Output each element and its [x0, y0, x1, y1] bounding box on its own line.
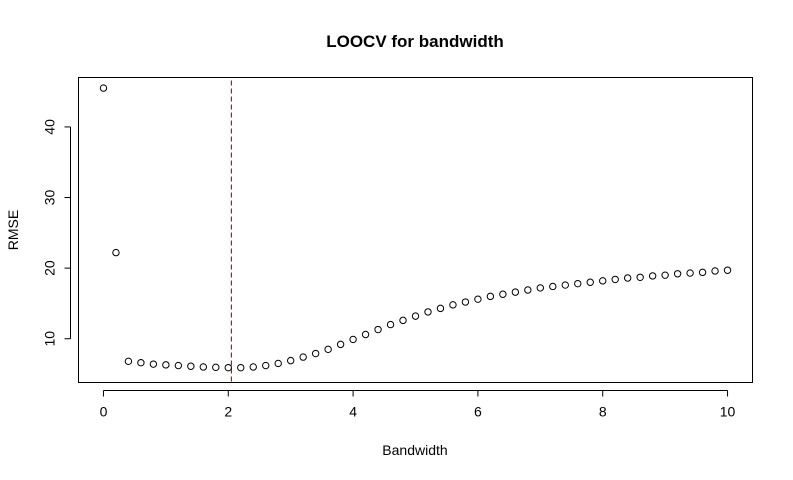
data-point [112, 248, 120, 257]
data-point [361, 330, 370, 339]
data-point [474, 295, 482, 303]
data-point [99, 84, 108, 92]
data-point [599, 277, 607, 285]
data-point [411, 312, 420, 320]
y-tick-label: 30 [42, 190, 58, 206]
x-tick-label: 10 [720, 404, 736, 420]
data-point [286, 356, 295, 365]
y-tick-label: 20 [42, 260, 58, 276]
data-point [311, 349, 320, 358]
data-point [224, 363, 232, 372]
plot-area-frame [78, 77, 753, 383]
chart-title: LOOCV for bandwidth [326, 32, 504, 51]
x-tick-label: 6 [474, 404, 482, 420]
data-point [586, 278, 594, 286]
data-point [336, 340, 345, 349]
data-point [648, 272, 657, 280]
data-point [324, 345, 332, 354]
data-point [149, 360, 158, 368]
data-point [686, 269, 694, 277]
data-point [212, 363, 220, 372]
data-point [449, 301, 457, 309]
data-point [386, 320, 395, 329]
data-point [673, 270, 682, 278]
data-points [99, 84, 732, 372]
data-point [549, 282, 557, 291]
x-tick-label: 0 [100, 404, 108, 420]
data-point [349, 335, 357, 344]
data-point [536, 284, 545, 292]
data-point [623, 274, 632, 282]
y-axis-label: RMSE [5, 210, 21, 250]
data-point [249, 363, 257, 371]
x-axis: 0 2 4 6 8 10 [100, 390, 736, 420]
data-point [723, 266, 732, 274]
data-point [561, 281, 569, 289]
data-point [636, 273, 644, 282]
data-point [611, 275, 619, 284]
data-point [374, 325, 382, 334]
data-point [399, 316, 407, 325]
x-axis-label: Bandwidth [382, 442, 447, 458]
data-point [237, 363, 245, 372]
y-axis: 10 20 30 40 [42, 119, 71, 347]
x-tick-label: 8 [599, 404, 607, 420]
data-point [274, 359, 282, 368]
data-point [511, 288, 520, 296]
data-point [424, 308, 432, 316]
data-point [299, 353, 307, 361]
data-point [461, 298, 470, 306]
data-point [486, 292, 495, 301]
data-point [698, 268, 707, 277]
data-point [174, 361, 183, 370]
x-tick-label: 4 [349, 404, 357, 420]
data-point [661, 271, 669, 279]
y-tick-label: 40 [42, 119, 58, 135]
data-point [524, 286, 532, 294]
data-point [187, 362, 195, 370]
data-point [574, 279, 582, 288]
data-point [711, 267, 719, 275]
x-tick-label: 2 [224, 404, 232, 420]
data-point [199, 363, 208, 371]
data-point [124, 357, 133, 366]
data-point [162, 361, 170, 369]
data-point [499, 290, 507, 298]
y-tick-label: 10 [42, 331, 58, 347]
data-point [262, 361, 270, 370]
data-point [137, 359, 145, 367]
data-point [436, 304, 445, 313]
